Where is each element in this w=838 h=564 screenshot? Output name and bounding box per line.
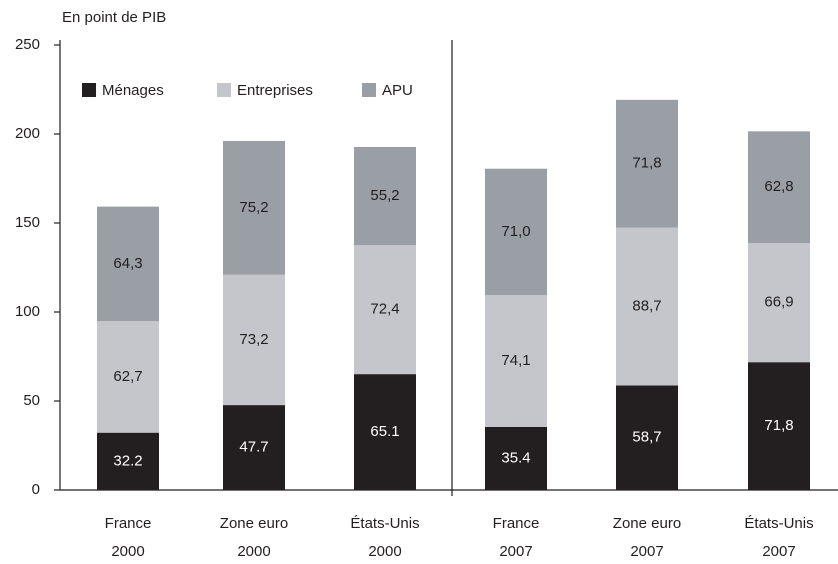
value-label: 62,8	[764, 178, 793, 195]
value-label: 73,2	[239, 331, 268, 348]
bar-segment	[354, 245, 416, 375]
value-label: 74,1	[501, 352, 530, 369]
y-axis-label: En point de PIB	[62, 9, 166, 26]
x-tick-label: 2007	[499, 543, 532, 560]
y-tick-label: 200	[15, 125, 40, 142]
legend-label: Entreprises	[237, 82, 313, 99]
bar-segment	[97, 432, 159, 490]
bar-segment	[97, 321, 159, 433]
value-label: 47.7	[239, 439, 268, 456]
value-label: 64,3	[113, 255, 142, 272]
value-label: 32.2	[113, 452, 142, 469]
x-tick-label: Zone euro	[220, 515, 288, 532]
x-tick-label: États-Unis	[744, 515, 813, 532]
value-label: 71,8	[764, 417, 793, 434]
y-tick-label: 150	[15, 214, 40, 231]
value-label: 58,7	[632, 429, 661, 446]
value-label: 71,0	[501, 223, 530, 240]
bar-segment	[616, 227, 678, 386]
bar-segment	[223, 405, 285, 490]
x-tick-label: 2000	[368, 543, 401, 560]
bar-segment	[485, 426, 547, 490]
legend-swatch	[217, 83, 231, 97]
value-label: 75,2	[239, 199, 268, 216]
bar-segment	[748, 131, 810, 244]
value-label: 71,8	[632, 155, 661, 172]
value-label: 88,7	[632, 298, 661, 315]
bar-segment	[748, 243, 810, 363]
value-label: 66,9	[764, 294, 793, 311]
bar-segment	[748, 362, 810, 490]
legend-swatch	[82, 83, 96, 97]
bar-segment	[616, 99, 678, 228]
y-tick-label: 250	[15, 36, 40, 53]
y-tick-label: 0	[32, 481, 40, 498]
bar-segment	[354, 146, 416, 246]
value-label: 35.4	[501, 449, 530, 466]
y-tick-label: 50	[23, 392, 40, 409]
legend-swatch	[362, 83, 376, 97]
x-tick-label: Zone euro	[613, 515, 681, 532]
bar-segment	[354, 374, 416, 490]
x-tick-label: États-Unis	[350, 515, 419, 532]
value-label: 55,2	[370, 187, 399, 204]
value-label: 72,4	[370, 301, 399, 318]
value-label: 62,7	[113, 368, 142, 385]
x-tick-label: 2007	[762, 543, 795, 560]
legend-label: APU	[382, 82, 413, 99]
bar-segment	[223, 274, 285, 406]
x-tick-label: France	[493, 515, 540, 532]
value-label: 65.1	[370, 423, 399, 440]
x-tick-label: 2007	[630, 543, 663, 560]
x-tick-label: 2000	[111, 543, 144, 560]
bar-segment	[485, 295, 547, 427]
bar-segment	[97, 206, 159, 322]
bar-segment	[223, 140, 285, 275]
y-tick-label: 100	[15, 303, 40, 320]
legend-label: Ménages	[102, 82, 164, 99]
bar-segment	[485, 168, 547, 296]
bar-segment	[616, 385, 678, 490]
x-tick-label: France	[105, 515, 152, 532]
x-tick-label: 2000	[237, 543, 270, 560]
